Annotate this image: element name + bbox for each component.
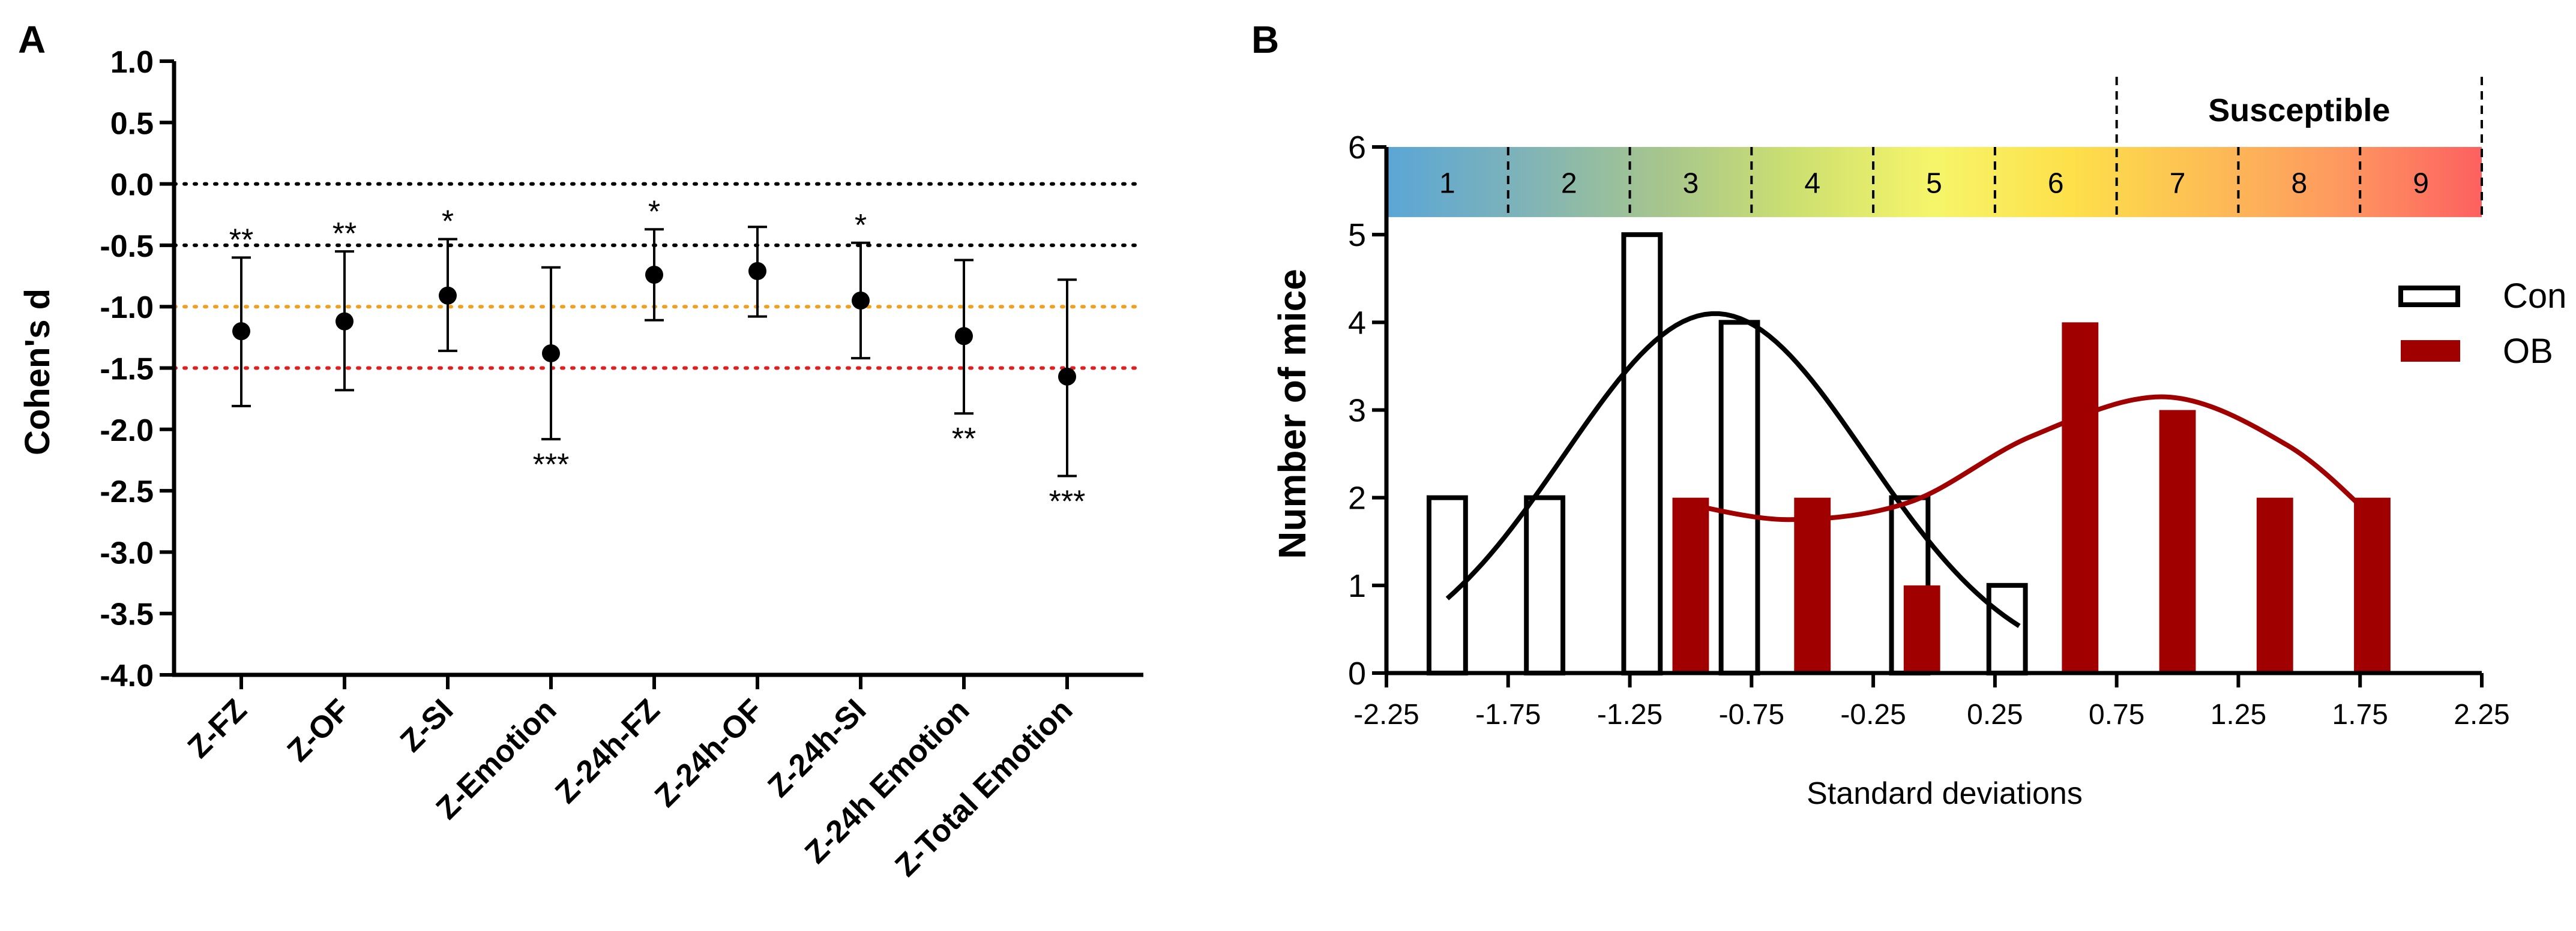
y-tick-label-b: 1 — [1348, 568, 1366, 604]
panel-b: B Number of mice Standard deviations 1 2 3… — [1251, 18, 2566, 811]
scale-segment-label: 5 — [1926, 167, 1942, 199]
bar-ob — [1794, 497, 1831, 673]
x-tick-label-b: -1.75 — [1475, 699, 1541, 731]
bars — [1426, 232, 2391, 676]
bar-ob — [2354, 497, 2391, 673]
data-point — [1058, 367, 1076, 386]
reference-lines — [172, 182, 1145, 370]
bar-ob — [2159, 410, 2196, 673]
data-point — [645, 266, 663, 284]
y-tick-label: -3.0 — [100, 536, 154, 570]
legend-swatch-con — [2398, 286, 2460, 307]
y-tick-label: -2.5 — [100, 474, 154, 509]
significance-label: ** — [952, 422, 976, 457]
fit-curve-ob — [1678, 394, 2374, 522]
fit-curves — [1445, 311, 2374, 628]
data-point — [852, 291, 870, 310]
fit-curve-con — [1445, 311, 2021, 628]
y-tick-label: -2.0 — [100, 413, 154, 448]
x-tick-label-b: 2.25 — [2454, 699, 2509, 731]
axes — [172, 61, 1143, 689]
x-tick-label: Z-Total Emotion — [888, 692, 1079, 883]
significance-label: *** — [533, 448, 570, 482]
y-tick-label-b: 3 — [1348, 393, 1366, 429]
panel-a-label: A — [18, 18, 46, 61]
y-tick-label: 0.5 — [110, 106, 154, 141]
x-tick-label: Z-OF — [281, 692, 357, 768]
data-point — [439, 286, 457, 305]
y-tick-label-b: 0 — [1348, 656, 1366, 692]
bar-con — [1621, 232, 1663, 675]
y-axis-title-b: Number of mice — [1271, 269, 1314, 559]
legend-swatch-ob — [2401, 340, 2460, 362]
x-axis-title-b: Standard deviations — [1807, 776, 2083, 811]
scale-bar-fill — [1386, 147, 2482, 217]
data-points: ** ** ***** ****** — [229, 194, 1086, 519]
y-tick-label: -1.0 — [100, 290, 154, 325]
x-tick-label-b: -2.25 — [1353, 699, 1419, 731]
y-tick-label-b: 6 — [1348, 130, 1366, 166]
bar-con — [1524, 495, 1566, 676]
data-point — [542, 344, 560, 362]
scale-segment-label: 1 — [1439, 167, 1455, 199]
bar-ob — [2062, 322, 2099, 673]
legend-label-ob: OB — [2503, 332, 2553, 371]
significance-label: ** — [333, 217, 357, 251]
data-point — [232, 322, 250, 341]
scale-segment-label: 4 — [1804, 167, 1820, 199]
bar-con — [1718, 320, 1760, 675]
x-tick-labels: Z-FZ Z-OF Z-SIZ-EmotionZ-24h-FZZ-24h-OFZ-2… — [181, 692, 1080, 883]
y-tick-label: -3.5 — [100, 597, 154, 632]
x-tick-label-b: 0.75 — [2089, 699, 2144, 731]
scale-segment-label: 3 — [1683, 167, 1699, 199]
y-ticks: 1.0 0.5 0.0 -0.5 -1.0 -1.5 -2.0 -2.5 -3.0 -3.5 -4.… — [100, 45, 174, 693]
scale-segment-label: 8 — [2291, 167, 2307, 199]
x-tick-label-b: -1.25 — [1597, 699, 1663, 731]
y-tick-label-b: 5 — [1348, 217, 1366, 253]
bar-ob — [1672, 497, 1709, 673]
legend-label-con: Con — [2503, 277, 2566, 316]
x-tick-label-b: -0.25 — [1840, 699, 1906, 731]
bar-ob — [1903, 585, 1940, 673]
scale-segment-label: 6 — [2048, 167, 2064, 199]
x-tick-label: Z-24h-OF — [648, 692, 769, 813]
scale-bar: 1 2 3 4 5 6 7 8 9 Susceptible — [1386, 77, 2483, 217]
data-point — [955, 327, 973, 346]
y-tick-label-b: 2 — [1348, 480, 1366, 516]
x-tick-label: Z-24h-FZ — [549, 692, 666, 810]
scale-segment-label: 7 — [2170, 167, 2186, 199]
data-point — [748, 262, 766, 280]
y-tick-label: 0.0 — [110, 168, 154, 203]
x-tick-label: Z-FZ — [181, 692, 254, 765]
ticks-b: 0 1 2 3 4 5 6 -2.25 -1.75 -1.25 -0.75 -0.25 0.25 0.75… — [1348, 130, 2510, 731]
panel-b-label: B — [1251, 18, 1279, 61]
panel-a: A Cohen's d 1.0 0.5 0.0 -0.5 -1.0 -1.5 -2.0 -2.… — [18, 18, 1145, 884]
significance-label: * — [855, 208, 867, 243]
significance-label: * — [442, 205, 454, 239]
y-tick-label: -0.5 — [100, 229, 154, 264]
x-tick-label-b: 1.75 — [2332, 699, 2388, 731]
bar-con — [1986, 582, 2028, 675]
legend: Con OB — [2398, 277, 2566, 371]
data-point — [336, 312, 354, 331]
susceptible-label: Susceptible — [2208, 92, 2390, 128]
y-tick-label-b: 4 — [1348, 305, 1366, 341]
significance-label: *** — [1049, 485, 1086, 519]
y-axis-title: Cohen's d — [18, 289, 57, 455]
y-tick-label: -4.0 — [100, 659, 154, 693]
x-tick-label-b: 1.25 — [2210, 699, 2266, 731]
scale-segment-label: 2 — [1561, 167, 1577, 199]
x-tick-label: Z-SI — [394, 692, 460, 758]
significance-label: * — [648, 194, 660, 229]
x-tick-label-b: -0.75 — [1719, 699, 1784, 731]
significance-label: ** — [229, 223, 253, 257]
scale-segment-label: 9 — [2413, 167, 2429, 199]
y-tick-label: 1.0 — [110, 45, 154, 80]
y-tick-label: -1.5 — [100, 352, 154, 387]
x-tick-label-b: 0.25 — [1967, 699, 2023, 731]
bar-ob — [2256, 497, 2293, 673]
